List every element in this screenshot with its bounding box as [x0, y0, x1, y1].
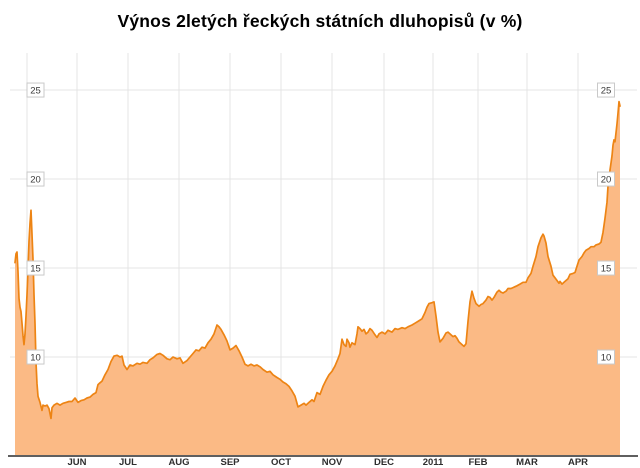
bond-yield-area: [15, 101, 620, 456]
y-tick-box: [26, 349, 45, 365]
x-tick-label-nov: NOV: [322, 457, 343, 468]
x-tick-label-jun: JUN: [67, 457, 86, 468]
y-tick-label: 10: [30, 353, 41, 364]
x-tick-label-2011: 2011: [423, 457, 444, 468]
y-tick-labels-right: 25 20 15 10: [597, 82, 615, 365]
y-tick-box: [597, 349, 615, 365]
y-tick-label: 20: [30, 175, 41, 186]
y-tick-box: [597, 171, 615, 187]
x-tick-label-jul: JUL: [119, 457, 137, 468]
y-tick-box: [597, 260, 615, 276]
x-tick-label-sep: SEP: [220, 457, 240, 468]
chart-title: Výnos 2letých řeckých státních dluhopisů…: [117, 11, 523, 31]
x-tick-label-oct: OCT: [271, 457, 291, 468]
y-tick-label: 15: [601, 264, 612, 275]
x-tick-label-feb: FEB: [469, 457, 488, 468]
bond-yield-line: [14, 100, 621, 420]
y-tick-label: 25: [601, 86, 612, 97]
y-tick-box: [26, 82, 45, 98]
y-tick-box: [26, 260, 45, 276]
y-tick-label: 10: [601, 353, 612, 364]
x-tick-label-mar: MAR: [516, 457, 538, 468]
y-tick-label: 25: [30, 86, 41, 97]
y-tick-box: [26, 171, 45, 187]
x-tick-label-dec: DEC: [374, 457, 394, 468]
y-tick-labels-left: 25 20 15 10: [26, 82, 45, 365]
x-tick-label-aug: AUG: [168, 457, 189, 468]
y-tick-label: 20: [601, 175, 612, 186]
y-tick-box: [597, 82, 615, 98]
y-tick-label: 15: [30, 264, 41, 275]
x-tick-label-apr: APR: [568, 457, 588, 468]
x-tick-labels: JUN JUL AUG SEP OCT NOV DEC 2011 FEB MAR APR: [67, 457, 588, 468]
